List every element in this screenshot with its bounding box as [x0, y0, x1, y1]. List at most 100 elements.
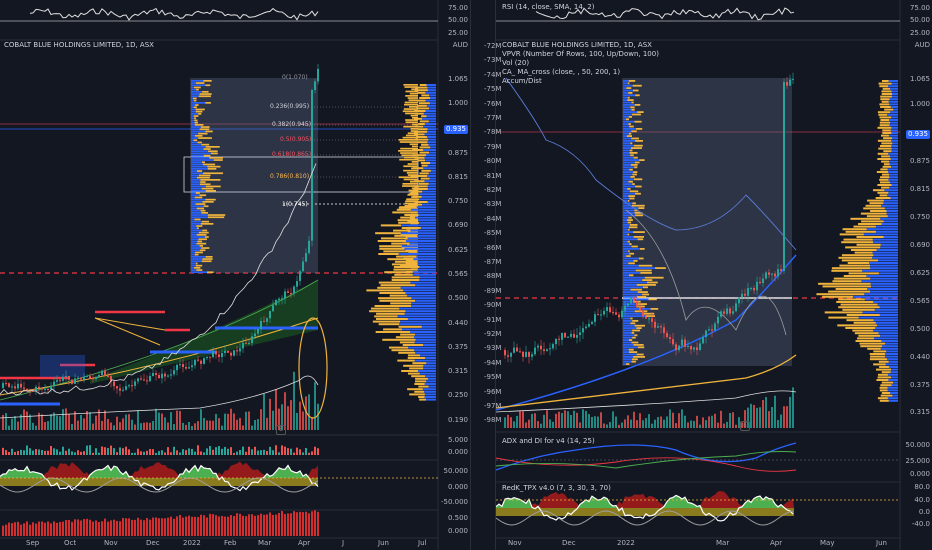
- right-adx-axis[interactable]: 50.000 25.000 0.000: [900, 432, 932, 482]
- left-vol-axis[interactable]: 5.000 0.000: [438, 435, 470, 460]
- vp-bar-up: [623, 140, 636, 142]
- vp-bar-down: [397, 219, 419, 222]
- vol-sub-bar: [161, 450, 163, 455]
- volume-bar: [654, 419, 656, 428]
- left-time-axis[interactable]: Sep Oct Nov Dec 2022 Feb Mar Apr J Jun J…: [0, 538, 438, 550]
- vp-bar-down: [637, 346, 645, 349]
- vp-bar-up: [888, 379, 898, 381]
- vp-bar-up: [880, 243, 898, 246]
- right-legend-vol[interactable]: Vol (20): [502, 59, 530, 67]
- accum-bar: [44, 522, 46, 536]
- right-time-axis[interactable]: Nov Dec 2022 Mar Apr May Jun: [496, 538, 900, 550]
- right-chart-canvas[interactable]: [496, 0, 932, 550]
- right-price-axis[interactable]: AUD 1.065 1.000 0.935 0.875 0.815 0.750 …: [900, 40, 932, 432]
- candle-body: [723, 311, 725, 314]
- volume-bar: [576, 412, 578, 428]
- vp-bar-up: [410, 281, 436, 284]
- vp-bar-down: [877, 373, 888, 376]
- volume-bar: [579, 422, 581, 428]
- right-legend-accum[interactable]: Accum/Dist: [502, 77, 542, 85]
- left-price-tick: 1.000: [447, 99, 468, 107]
- vp-bar-down: [401, 370, 419, 372]
- vp-bar-down: [203, 172, 224, 175]
- right-accum-axis[interactable]: -72M -73M -74M -75M -76M -77M -78M -79M -80M -81M…: [482, 40, 510, 430]
- vp-bar-down: [395, 336, 414, 339]
- volume-bar: [774, 395, 776, 428]
- fib-level-label: 0.786(0.810): [270, 173, 310, 180]
- vp-bar-down: [391, 263, 418, 266]
- right-chart[interactable]: RSI (14, close, SMA, 14, 2) COBALT BLUE …: [484, 0, 932, 550]
- vp-bar-down: [377, 240, 406, 242]
- left-chart-canvas[interactable]: [0, 0, 470, 550]
- candle-body: [504, 350, 506, 356]
- candle-body: [143, 379, 145, 381]
- accum-tick: -79M: [484, 142, 502, 151]
- center-divider[interactable]: [470, 0, 496, 550]
- left-earnings-badge[interactable]: E: [276, 425, 286, 435]
- vp-bar-up: [623, 281, 648, 284]
- vp-bar-down: [875, 368, 892, 371]
- vp-bar-up: [424, 156, 436, 159]
- left-tpx-axis[interactable]: 50.000 0.000 -50.000: [438, 460, 470, 510]
- vp-bar-up: [191, 260, 202, 263]
- volume-bar: [233, 413, 235, 430]
- vp-bar-up: [426, 175, 436, 177]
- right-price-tick: 0.500: [909, 325, 930, 333]
- vp-bar-up: [891, 147, 898, 150]
- vp-bar-down: [843, 275, 867, 277]
- left-chart[interactable]: COBALT BLUE HOLDINGS LIMITED, 1D, ASX 0(…: [0, 0, 470, 550]
- vp-bar-down: [845, 230, 876, 233]
- right-price-tick: 0.315: [909, 408, 930, 416]
- candle-body: [675, 344, 677, 351]
- vp-bar-down: [194, 135, 203, 137]
- left-accum-axis[interactable]: 0.500 0.000: [438, 510, 470, 538]
- vp-bar-up: [623, 161, 635, 164]
- candle-body: [269, 311, 271, 319]
- vp-bar-up: [623, 231, 634, 233]
- vp-bar-up: [191, 146, 206, 148]
- volume-bar: [41, 414, 43, 430]
- right-legend-ma-cross[interactable]: CA_ MA_cross (close, , 50, 200, 1): [502, 68, 621, 76]
- volume-bar: [71, 424, 73, 430]
- vp-bar-up: [424, 357, 436, 359]
- vp-bar-down: [877, 111, 891, 114]
- accum-bar: [77, 519, 79, 536]
- vol-sub-bar: [26, 445, 28, 455]
- vol-sub-bar: [101, 446, 103, 455]
- vp-bar-down: [421, 169, 431, 172]
- vp-bar-up: [191, 119, 195, 122]
- vp-bar-up: [191, 99, 195, 102]
- vp-bar-down: [207, 165, 221, 168]
- fib-level-label: 0(1.070): [282, 74, 308, 81]
- vp-bar-up: [191, 190, 206, 192]
- left-price-axis[interactable]: AUD 1.065 1.000 0.935 0.875 0.815 0.750 …: [438, 40, 470, 435]
- accum-bar: [65, 520, 67, 536]
- right-rsi-axis[interactable]: 75.00 50.00 25.00: [900, 0, 932, 40]
- left-rsi-axis[interactable]: 75.00 50.00 25.00: [438, 0, 470, 40]
- vol-sub-bar: [92, 452, 94, 455]
- candle-body: [212, 351, 214, 358]
- vp-bar-down: [388, 346, 409, 349]
- right-earnings-badge[interactable]: E: [740, 421, 750, 431]
- vp-bar-up: [878, 259, 898, 262]
- vp-bar-down: [194, 86, 201, 89]
- vp-bar-up: [191, 165, 208, 168]
- vp-bar-down: [850, 249, 877, 251]
- accum-bar: [266, 514, 268, 536]
- vp-bar-up: [191, 168, 208, 170]
- vp-bar-down: [405, 119, 418, 121]
- vp-bar-up: [623, 152, 630, 154]
- accum-tick: -73M: [484, 56, 502, 65]
- vp-bar-up: [191, 152, 211, 155]
- right-tpx-axis[interactable]: 80.0 40.0 0.0 -40.0: [900, 482, 932, 538]
- vp-bar-down: [375, 331, 411, 333]
- accum-bar: [140, 519, 142, 536]
- right-legend-vpvr[interactable]: VPVR (Number Of Rows, 100, Up/Down, 100): [502, 50, 659, 58]
- vp-bar-up: [623, 171, 634, 173]
- volume-bar: [696, 415, 698, 428]
- vp-bar-down: [383, 250, 417, 253]
- volume-bar: [50, 414, 52, 430]
- right-price-tick: 1.000: [909, 100, 930, 108]
- vp-bar-down: [625, 118, 630, 121]
- volume-bar: [666, 416, 668, 428]
